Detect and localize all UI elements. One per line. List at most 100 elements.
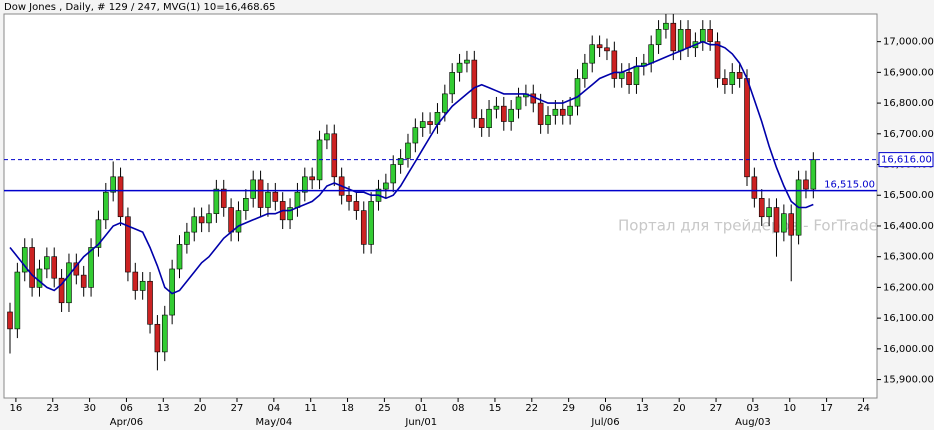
candle-body: [412, 127, 419, 144]
candle-body: [213, 188, 220, 214]
candle-body: [515, 96, 522, 110]
candle-body: [88, 247, 94, 288]
y-tick-label: 16,900.00: [883, 67, 934, 78]
month-label: May/04: [255, 417, 292, 428]
candle-body: [493, 105, 500, 110]
x-tick-label: 23: [46, 403, 59, 414]
chart-title: Dow Jones , Daily, # 129 / 247, MVG(1) 1…: [4, 2, 276, 13]
candle-body: [545, 115, 551, 125]
x-tick-label: 11: [304, 403, 317, 414]
month-label: Jul/06: [590, 417, 619, 428]
y-tick-label: 15,900.00: [883, 375, 934, 386]
x-tick-label: 20: [673, 403, 686, 414]
candle-body: [250, 179, 257, 199]
candle-body: [788, 213, 795, 236]
candle-body: [773, 207, 780, 233]
month-label: Jun/01: [404, 417, 437, 428]
candle-body: [383, 182, 389, 190]
price-label-box: [878, 152, 934, 168]
candle-body: [139, 280, 146, 291]
plot-area: [3, 13, 878, 399]
x-tick-label: 17: [820, 403, 833, 414]
x-tick-label: 29: [562, 403, 575, 414]
y-tick-label: 16,800.00: [883, 98, 934, 109]
x-tick-label: 06: [599, 403, 612, 414]
candle-body: [766, 207, 772, 218]
candle-body: [670, 22, 677, 52]
candle-body: [810, 159, 817, 190]
x-tick-label: 27: [710, 403, 723, 414]
y-tick-label: 16,200.00: [883, 282, 934, 293]
y-tick-label: 16,700.00: [883, 129, 934, 140]
x-tick-label: 06: [120, 403, 133, 414]
y-tick-label: 16,300.00: [883, 252, 934, 263]
candle-body: [265, 191, 271, 208]
candle-body: [618, 72, 625, 79]
candle-body: [176, 244, 183, 270]
candle-body: [95, 219, 102, 248]
candle-body: [117, 176, 124, 218]
candle-body: [103, 191, 109, 221]
x-tick-label: 13: [157, 403, 170, 414]
candle-body: [442, 93, 448, 113]
month-label: Apr/06: [110, 417, 143, 428]
candle-body: [589, 44, 596, 64]
x-tick-label: 01: [415, 403, 428, 414]
candle-body: [66, 262, 72, 304]
candle-body: [154, 323, 161, 353]
x-tick-label: 04: [267, 403, 280, 414]
x-tick-label: 18: [341, 403, 354, 414]
candle-body: [147, 280, 153, 325]
candle-body: [685, 29, 691, 49]
x-tick-label: 08: [452, 403, 465, 414]
candle-body: [419, 121, 426, 128]
candle-body: [184, 231, 190, 245]
candle-body: [301, 176, 308, 193]
candle-body: [559, 108, 566, 116]
candle-body: [596, 44, 603, 49]
candle-body: [655, 29, 662, 46]
candle-body: [648, 44, 654, 64]
candle-body: [21, 247, 28, 273]
candle-body: [604, 47, 610, 52]
x-tick-label: 16: [10, 403, 23, 414]
plot-layer: [7, 14, 817, 371]
moving-average: [9, 40, 814, 295]
candle-body: [29, 247, 35, 288]
candle-body: [272, 191, 279, 202]
candle-body: [633, 65, 640, 85]
candle-body: [405, 142, 411, 159]
x-tick-label: 03: [747, 403, 760, 414]
candle-body: [390, 164, 397, 184]
x-tick-label: 13: [636, 403, 649, 414]
candle-body: [464, 59, 470, 64]
candle-body: [243, 198, 249, 211]
candle-body: [51, 256, 58, 279]
candle-body: [456, 62, 463, 73]
x-tick-label: 15: [489, 403, 502, 414]
candle-body: [508, 108, 514, 122]
x-tick-label: 27: [231, 403, 244, 414]
candle-body: [44, 256, 50, 270]
candle-body: [751, 176, 758, 199]
y-tick-label: 17,000.00: [883, 37, 934, 48]
candle-body: [257, 179, 264, 208]
candle-body: [220, 188, 227, 208]
y-tick-label: 16,000.00: [883, 344, 934, 355]
candle-body: [36, 268, 43, 288]
candle-body: [722, 78, 728, 85]
y-tick-label: 16,100.00: [883, 313, 934, 324]
candle-body: [427, 121, 433, 125]
candle-body: [228, 207, 234, 233]
candle-body: [324, 133, 330, 141]
candle-body: [663, 22, 669, 30]
candle-body: [729, 72, 736, 85]
candle-body: [309, 176, 315, 181]
candle-body: [125, 216, 131, 273]
x-tick-label: 20: [194, 403, 207, 414]
candle-body: [552, 108, 559, 116]
candle-body: [58, 277, 65, 304]
price-label: 16,616.00: [881, 155, 932, 166]
candle-body: [80, 274, 87, 288]
